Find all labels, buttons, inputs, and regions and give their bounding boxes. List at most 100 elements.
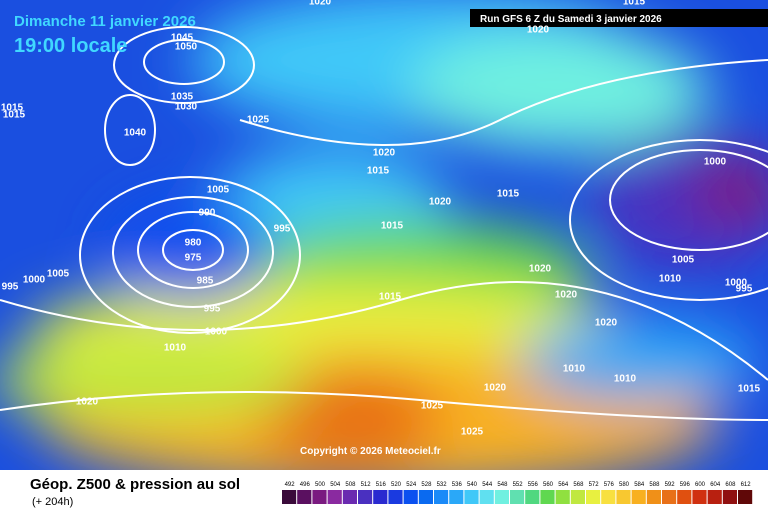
legend-swatch — [403, 490, 418, 504]
isobar-label: 1000 — [725, 278, 748, 289]
legend-level: 572 — [589, 482, 600, 488]
isobar-label: 1045 — [171, 33, 194, 44]
legend-swatch — [312, 490, 327, 504]
legend-swatch — [297, 490, 312, 504]
legend-swatch — [282, 490, 297, 504]
isobar-label: 1015 — [623, 0, 646, 8]
isobar-label: 1020 — [555, 290, 578, 301]
legend-swatch — [388, 490, 403, 504]
legend-swatch — [601, 490, 616, 504]
legend-level: 540 — [467, 482, 478, 488]
isobar-label: 1020 — [76, 397, 99, 408]
isobar-label: 1020 — [309, 0, 332, 8]
isobar-label: 1010 — [563, 364, 586, 375]
isobar-label: 1040 — [124, 128, 147, 139]
legend-level: 588 — [649, 482, 660, 488]
legend-level: 536 — [452, 482, 463, 488]
legend-level: 496 — [300, 482, 311, 488]
footer-title: Géop. Z500 & pression au sol — [30, 476, 240, 493]
isobar-label: 1010 — [659, 274, 682, 285]
legend-swatch — [358, 490, 373, 504]
legend-swatch — [434, 490, 449, 504]
legend-swatch — [479, 490, 494, 504]
legend-swatch — [494, 490, 509, 504]
isobar-label: 1015 — [3, 110, 26, 121]
legend-swatch — [707, 490, 722, 504]
legend-level: 512 — [361, 482, 372, 488]
legend-swatch — [327, 490, 342, 504]
legend-level: 504 — [330, 482, 341, 488]
isobar-label: 990 — [199, 208, 216, 219]
legend-level: 516 — [376, 482, 387, 488]
run-box — [470, 9, 768, 27]
legend-level: 608 — [725, 482, 736, 488]
isobar-label: 995 — [204, 304, 221, 315]
isobar-label: 1005 — [207, 185, 230, 196]
isobar-label: 1025 — [247, 115, 270, 126]
isobar-label: 1015 — [738, 384, 761, 395]
legend-swatch — [738, 490, 753, 504]
legend-swatch — [342, 490, 357, 504]
legend-level: 568 — [573, 482, 584, 488]
legend-level: 604 — [710, 482, 721, 488]
legend-level: 544 — [482, 482, 493, 488]
isobar-label: 1010 — [614, 374, 637, 385]
legend-level: 580 — [619, 482, 630, 488]
isobar-label: 1015 — [381, 221, 404, 232]
legend-level: 556 — [528, 482, 539, 488]
isobar-label: 980 — [185, 238, 202, 249]
isobar-label: 995 — [2, 282, 19, 293]
legend-level: 592 — [665, 482, 676, 488]
isobar-label: 1035 — [171, 92, 194, 103]
legend-swatch — [570, 490, 585, 504]
isobar-label: 985 — [197, 276, 214, 287]
legend-level: 528 — [421, 482, 432, 488]
isobar-label: 1020 — [527, 25, 550, 36]
isobar-label: 1015 — [1, 103, 24, 114]
isobar-label: 1015 — [497, 189, 520, 200]
legend-level: 548 — [497, 482, 508, 488]
legend-swatch — [586, 490, 601, 504]
legend-swatch — [692, 490, 707, 504]
legend-swatch — [464, 490, 479, 504]
legend-swatch — [646, 490, 661, 504]
legend-level: 564 — [558, 482, 569, 488]
isobar-label: 1020 — [595, 318, 618, 329]
legend-swatch — [525, 490, 540, 504]
isobar-label: 1020 — [373, 148, 396, 159]
time-label: 19:00 locale — [14, 35, 127, 57]
isobar-label: 1025 — [461, 427, 484, 438]
isobar-label: 1020 — [484, 383, 507, 394]
isobar-label: 1025 — [421, 401, 444, 412]
isobar-label: 1000 — [23, 275, 46, 286]
legend-level: 508 — [345, 482, 356, 488]
isobar-label: 1020 — [429, 197, 452, 208]
legend-level: 500 — [315, 482, 326, 488]
legend-level: 524 — [406, 482, 417, 488]
isobar-label: 1015 — [379, 292, 402, 303]
legend-level: 552 — [513, 482, 524, 488]
legend-swatch — [510, 490, 525, 504]
legend-swatch — [662, 490, 677, 504]
legend-swatch — [677, 490, 692, 504]
legend-swatch — [722, 490, 737, 504]
date-label: Dimanche 11 janvier 2026 — [14, 13, 196, 30]
isobar-label: 995 — [274, 224, 291, 235]
legend-level: 492 — [285, 482, 296, 488]
isobar-label: 1005 — [47, 269, 70, 280]
legend-level: 612 — [741, 482, 752, 488]
legend-swatch — [555, 490, 570, 504]
legend-level: 584 — [634, 482, 645, 488]
isobar-label: 1030 — [175, 102, 198, 113]
legend-level: 520 — [391, 482, 402, 488]
isobar-label: 1050 — [175, 42, 198, 53]
isobar-label: 1015 — [367, 166, 390, 177]
run-label: Run GFS 6 Z du Samedi 3 janvier 2026 — [480, 14, 662, 25]
isobar-label: 1020 — [529, 264, 552, 275]
legend-level: 596 — [680, 482, 691, 488]
legend-swatch — [540, 490, 555, 504]
isobars — [0, 26, 768, 421]
legend-swatch — [449, 490, 464, 504]
legend-level: 600 — [695, 482, 706, 488]
